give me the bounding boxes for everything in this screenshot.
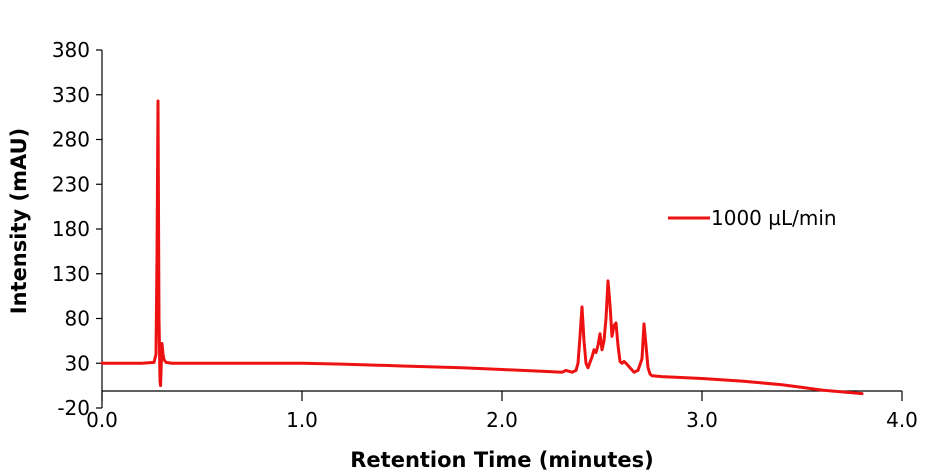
y-tick-label: 280: [52, 128, 90, 152]
legend: 1000 µL/min: [668, 206, 837, 230]
y-axis-title: Intensity (mAU): [7, 128, 31, 314]
x-tick-label: 3.0: [686, 408, 718, 432]
y-tick-label: 80: [65, 307, 90, 331]
y-axis: -20 30 80 130 180 230 280 330 380: [52, 38, 103, 420]
y-tick-label: 380: [52, 38, 90, 62]
x-ticks: 0.0 1.0 2.0 3.0 4.0: [86, 391, 918, 432]
y-tick-label: 130: [52, 262, 90, 286]
y-ticks: -20 30 80 130 180 230 280 330 380: [52, 38, 102, 420]
x-tick-label: 4.0: [886, 408, 918, 432]
y-tick-label: -20: [57, 396, 90, 420]
series-line: [100, 99, 864, 396]
x-axis: 0.0 1.0 2.0 3.0 4.0: [86, 390, 918, 432]
y-tick-label: 30: [65, 351, 90, 375]
y-tick-label: 330: [52, 83, 90, 107]
plot-area: [100, 99, 864, 396]
x-axis-title: Retention Time (minutes): [350, 448, 654, 472]
x-tick-label: 0.0: [86, 408, 118, 432]
legend-label: 1000 µL/min: [711, 206, 837, 230]
x-tick-label: 1.0: [286, 408, 318, 432]
x-tick-label: 2.0: [486, 408, 518, 432]
y-tick-label: 180: [52, 217, 90, 241]
y-tick-label: 230: [52, 172, 90, 196]
